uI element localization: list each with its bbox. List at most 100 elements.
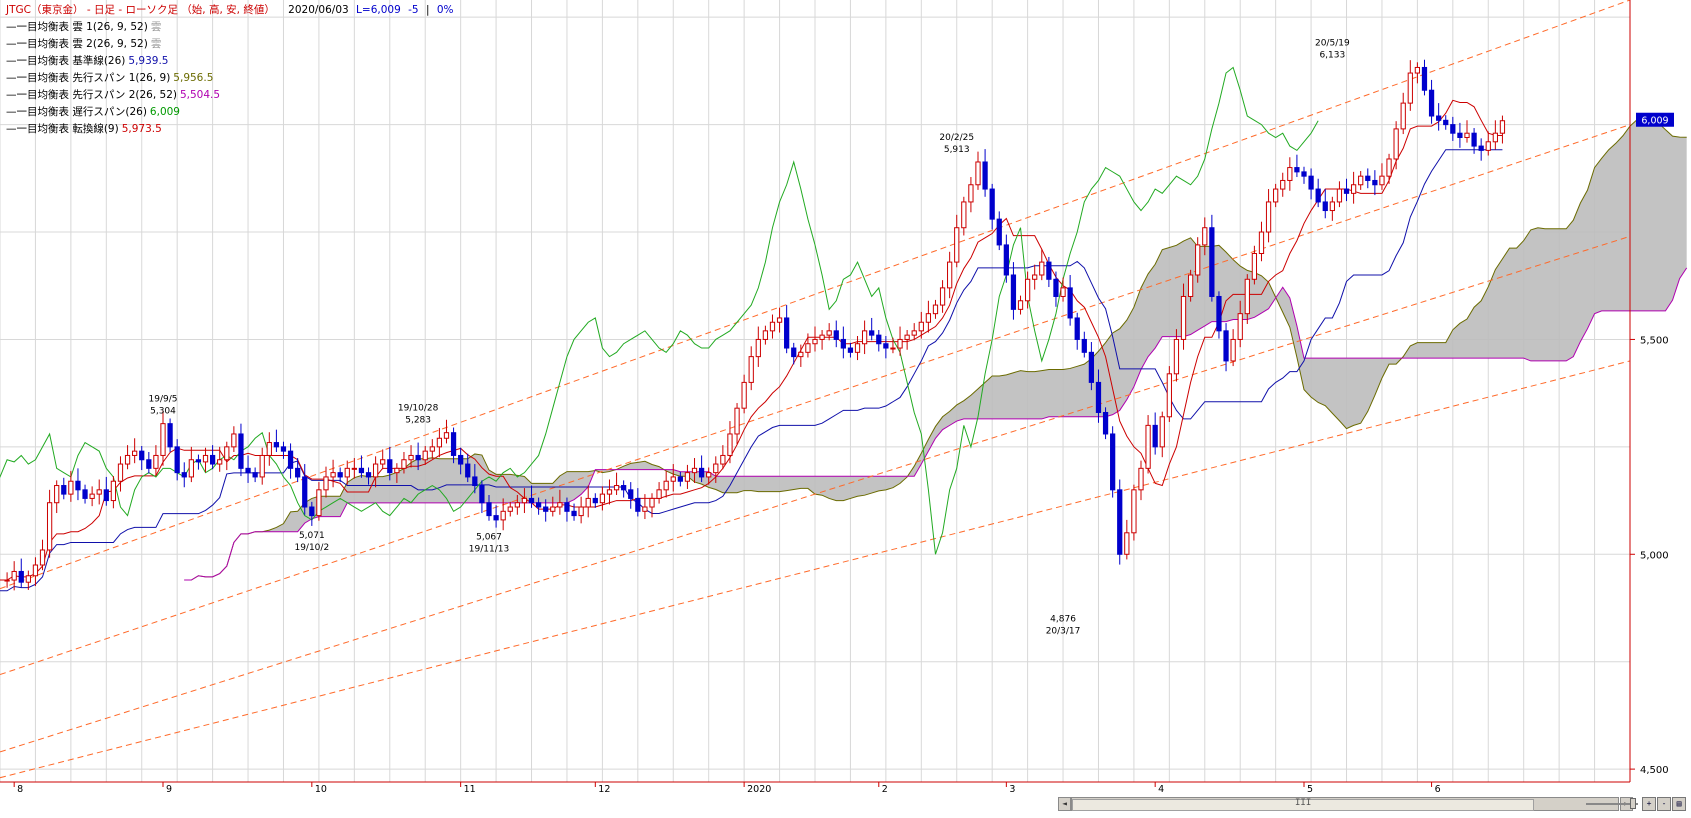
candle-body — [514, 502, 520, 508]
horizontal-scrollbar[interactable]: III — [1071, 797, 1619, 811]
candle-body — [904, 334, 910, 340]
conversion-line — [0, 99, 1503, 581]
candle-body — [1032, 274, 1038, 280]
candle-body — [1457, 132, 1463, 138]
candle-body — [337, 472, 343, 478]
candle-body — [1187, 274, 1194, 297]
candle-body — [890, 347, 896, 350]
candle-body — [833, 330, 839, 340]
x-axis-tick-label: 12 — [598, 784, 610, 795]
candle-body — [599, 493, 606, 504]
candle-body — [68, 480, 74, 495]
candle-body — [507, 506, 513, 512]
candle-body — [826, 330, 832, 336]
x-axis-tick-label: 8 — [17, 784, 23, 795]
candle-body — [578, 506, 584, 517]
candle-body — [670, 476, 676, 482]
legend-item-value: 雲 — [150, 21, 162, 33]
candle-body — [1471, 132, 1477, 147]
candle-body — [394, 467, 400, 474]
candle-body — [642, 506, 648, 512]
candle-body — [989, 188, 995, 220]
leading-span-2-line — [184, 267, 1688, 581]
candle-body — [755, 338, 761, 358]
candle-body — [167, 423, 173, 448]
annotation-date: 19/10/28 — [398, 404, 439, 414]
annotation-date: 20/2/25 — [939, 133, 974, 143]
candle-body — [1216, 295, 1222, 332]
chart-menu-icon[interactable]: ▤ — [1672, 797, 1686, 811]
candle-body — [25, 575, 31, 583]
candle-body — [1095, 381, 1102, 413]
zoom-in-button[interactable]: + — [1642, 797, 1656, 811]
x-axis-tick-label: 5 — [1307, 784, 1313, 795]
candle-body — [528, 497, 535, 504]
chart-legend: JTGC（東京金） - 日足 - ローソク足 （始, 高, 安, 終値） 202… — [6, 2, 454, 138]
candle-body — [372, 463, 379, 478]
x-axis-tick-label: 2020 — [747, 784, 771, 795]
candle-body — [585, 497, 591, 508]
candle-body — [1301, 171, 1307, 177]
annotation-value: 5,913 — [944, 145, 970, 155]
zoom-out-button[interactable]: - — [1657, 797, 1671, 811]
candle-body — [1492, 132, 1498, 143]
price-badge — [1636, 112, 1674, 127]
candle-body — [1407, 72, 1413, 104]
x-axis-tick-label: 3 — [1009, 784, 1015, 795]
legend-item-label: —一目均衡表 雲 2(26, 9, 52) — [6, 38, 148, 50]
candle-body — [521, 497, 528, 504]
candle-body — [458, 454, 464, 465]
candle-body — [4, 579, 10, 582]
candle-body — [1280, 179, 1286, 190]
candle-body — [408, 454, 414, 461]
y-axis-tick-label: 4,500 — [1640, 765, 1669, 776]
candle-body — [295, 467, 301, 478]
legend-item: —一目均衡表 雲 1(26, 9, 52) 雲 — [6, 19, 454, 36]
candle-body — [1414, 66, 1421, 74]
candle-body — [259, 454, 265, 478]
candle-body — [1173, 338, 1180, 375]
annotation-date: 4,876 — [1050, 615, 1076, 625]
candle-body — [635, 497, 641, 512]
chart-title: JTGC（東京金） - 日足 - ローソク足 （始, 高, 安, 終値） 202… — [6, 4, 454, 16]
candle-body — [592, 497, 598, 504]
candle-body — [840, 338, 846, 349]
candle-body — [1131, 489, 1137, 534]
candle-body — [365, 472, 372, 478]
annotation-value: 5,283 — [405, 416, 431, 426]
candle-body — [1273, 188, 1279, 203]
y-axis-tick-label: 5,000 — [1640, 550, 1669, 561]
candle-body — [656, 489, 662, 499]
candle-body — [698, 467, 705, 478]
trend-channel-line — [0, 0, 1631, 590]
candle-body — [1350, 184, 1357, 194]
candle-body — [564, 502, 570, 512]
last-price-label: L=6,009 — [356, 4, 401, 16]
candle-body — [174, 446, 180, 474]
legend-item-value: 5,504.5 — [179, 89, 221, 101]
candle-body — [557, 502, 563, 508]
legend-item-value: 5,956.5 — [173, 72, 214, 84]
candle-body — [415, 454, 421, 461]
candle-body — [287, 450, 294, 469]
candle-body — [443, 432, 450, 439]
candle-body — [982, 161, 988, 190]
candle-body — [330, 472, 336, 478]
candle-body — [571, 510, 577, 517]
scroll-thumb[interactable]: III — [1072, 798, 1534, 811]
trend-channel-line — [0, 235, 1631, 753]
scroll-left-button[interactable]: ◄ — [1058, 797, 1071, 811]
candle-body — [401, 459, 407, 469]
candle-body — [61, 485, 67, 495]
candle-body — [1443, 119, 1449, 126]
zoom-slider-handle[interactable] — [1630, 798, 1636, 809]
x-axis-tick-label: 11 — [464, 784, 476, 795]
candle-body — [1450, 124, 1456, 134]
candle-body — [316, 489, 322, 517]
candle-body — [621, 485, 627, 491]
candle-body — [1180, 295, 1187, 340]
annotation-value: 6,133 — [1319, 50, 1345, 60]
zoom-control[interactable]: + - ▤ — [1586, 797, 1691, 811]
